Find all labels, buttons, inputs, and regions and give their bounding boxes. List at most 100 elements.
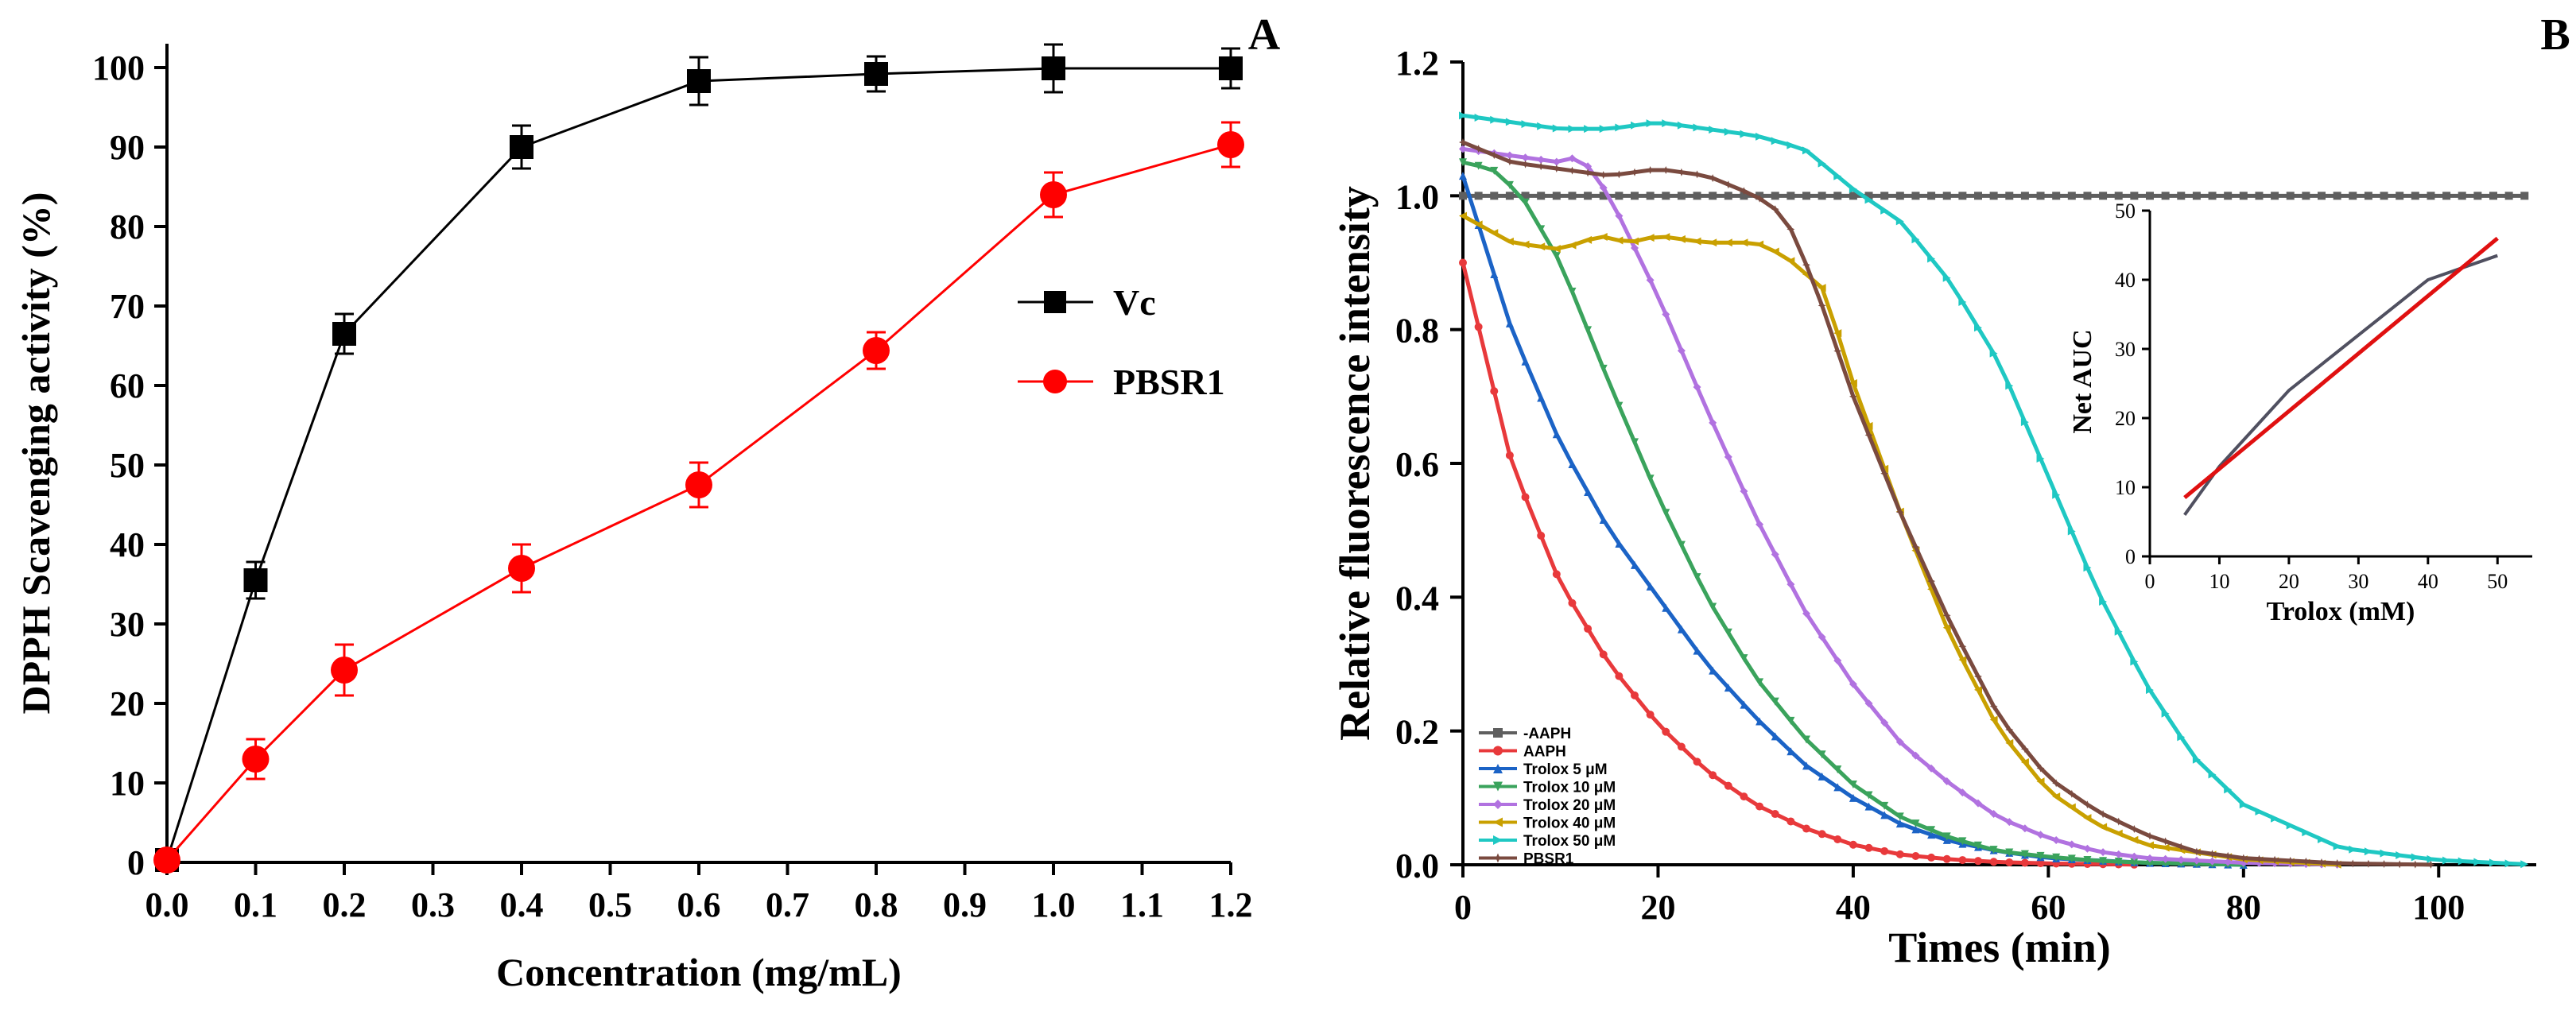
data-point-aaph — [1490, 192, 1499, 200]
data-point-pbsr1 — [1552, 164, 1561, 172]
data-point-trolox-40-m — [1833, 329, 1842, 338]
data-point-aaph — [2005, 858, 2014, 866]
data-point-pbsr1 — [2067, 789, 2076, 798]
data-point-aaph — [2271, 192, 2279, 200]
data-point-aaph — [1521, 493, 1530, 502]
data-point-pbsr1 — [1521, 160, 1530, 169]
data-point-trolox-50-m — [1505, 118, 1514, 126]
data-point-aaph — [1646, 192, 1655, 200]
data-point-trolox-40-m — [1849, 379, 1857, 387]
panel-a-x-tick-label: 0.6 — [677, 885, 721, 924]
data-point-pbsr1 — [1677, 168, 1686, 176]
data-point-pbsr1 — [508, 555, 535, 582]
data-point-trolox-40-m — [1599, 232, 1608, 241]
data-point-trolox-20-m — [1521, 153, 1530, 162]
data-point-trolox-50-m — [2349, 845, 2357, 854]
data-point-aaph — [1958, 192, 1967, 200]
data-point-aaph — [1505, 192, 1514, 200]
data-point-aaph — [1895, 192, 1904, 200]
panel-a-legend: Vc PBSR1 — [1018, 282, 1225, 402]
data-point-trolox-5-m — [1662, 603, 1670, 612]
panel-b-y-tick-label: 0.6 — [1395, 445, 1439, 484]
data-point-trolox-50-m — [1958, 297, 1967, 306]
panel-b-x-ticks: 0 20 40 60 80 100 — [1454, 865, 2465, 927]
data-point-pbsr1 — [1787, 225, 1795, 234]
data-point-aaph — [1459, 258, 1467, 267]
panel-a-y-tick-label: 10 — [110, 764, 145, 803]
data-point-trolox-40-m — [2052, 792, 2061, 801]
data-point-pbsr1 — [242, 746, 270, 773]
data-point-aaph — [1568, 599, 1577, 607]
legend-marker-pbsr1 — [1493, 853, 1503, 863]
data-point-trolox-20-m — [1802, 609, 1810, 618]
data-point-trolox-50-m — [2114, 627, 2123, 636]
data-point-aaph — [1599, 192, 1608, 200]
data-point-trolox-20-m — [1771, 550, 1779, 559]
data-point-aaph — [2318, 192, 2326, 200]
data-point-pbsr1 — [2161, 837, 2170, 846]
data-point-aaph — [1833, 192, 1842, 200]
data-point-trolox-40-m — [1755, 240, 1764, 249]
legend-pbsr1-marker — [1043, 370, 1067, 393]
data-point-vc — [510, 135, 533, 159]
data-point-pbsr1 — [1615, 170, 1624, 179]
data-point-trolox-50-m — [1787, 141, 1795, 149]
data-point-trolox-20-m — [1537, 155, 1546, 164]
data-point-trolox-10-m — [1568, 287, 1577, 296]
data-point-aaph — [1709, 771, 1717, 780]
data-point-trolox-10-m — [1474, 161, 1483, 170]
panel-a-series — [153, 43, 1244, 874]
data-point-aaph — [2302, 192, 2310, 200]
panel-a-x-tick-label: 1.0 — [1032, 885, 1076, 924]
data-point-trolox-10-m — [1505, 180, 1514, 189]
data-point-trolox-10-m — [1958, 837, 1967, 846]
data-point-pbsr1 — [2396, 860, 2404, 869]
data-point-trolox-5-m — [1459, 172, 1467, 180]
inset-background — [2153, 211, 2540, 560]
data-point-trolox-40-m — [1771, 247, 1779, 256]
data-point-trolox-50-m — [1521, 120, 1530, 129]
data-point-aaph — [1864, 192, 1873, 200]
data-point-trolox-5-m — [1911, 825, 1920, 834]
data-point-trolox-20-m — [1677, 347, 1686, 355]
data-point-pbsr1 — [153, 846, 180, 874]
data-point-trolox-50-m — [2302, 828, 2310, 837]
inset-y-tick-label: 0 — [2125, 545, 2136, 568]
data-point-pbsr1 — [1974, 672, 1982, 680]
data-point-pbsr1 — [1818, 301, 1826, 310]
series-pbsr1 — [1459, 138, 2435, 869]
data-point-trolox-5-m — [1677, 625, 1686, 633]
data-point-trolox-10-m — [1646, 475, 1655, 483]
data-point-pbsr1 — [1880, 469, 1889, 478]
data-point-aaph — [1537, 531, 1546, 540]
data-point-pbsr1 — [863, 337, 890, 364]
data-point-trolox-50-m — [1646, 119, 1655, 128]
data-point-aaph — [2192, 192, 2201, 200]
data-point-trolox-50-m — [1552, 124, 1561, 133]
panel-b-y-tick-label: 0.0 — [1395, 846, 1439, 885]
panel-b-chart: B 0 20 40 60 80 100 0.00.20.40.60.81.01.2 Tim… — [1331, 10, 2570, 971]
data-point-trolox-40-m — [1459, 211, 1467, 220]
data-point-trolox-20-m — [1818, 633, 1826, 641]
legend-label-trolox-20-m: Trolox 20 μM — [1523, 797, 1616, 814]
data-point-trolox-5-m — [1787, 747, 1795, 756]
data-point-trolox-50-m — [1864, 196, 1873, 204]
inset-series — [2183, 236, 2499, 516]
data-point-aaph — [2442, 192, 2451, 200]
inset-y-tick-label: 40 — [2115, 269, 2136, 292]
data-point-trolox-20-m — [1459, 145, 1467, 153]
data-point-trolox-20-m — [1584, 162, 1593, 171]
data-point-pbsr1 — [1989, 702, 1998, 711]
data-point-aaph — [2473, 192, 2482, 200]
panel-b-x-tick-label: 100 — [2412, 888, 2465, 927]
data-point-trolox-50-m — [2411, 853, 2419, 862]
panel-a-x-tick-label: 0.3 — [411, 885, 455, 924]
panel-a-chart: A 0.0 0.1 0.2 0.3 0.4 0.5 0.6 0.7 0.8 0.9 1.0 1.1 1.… — [14, 10, 1281, 994]
data-point-trolox-40-m — [1818, 284, 1826, 292]
data-point-trolox-40-m — [1662, 233, 1670, 242]
data-point-vc — [687, 69, 711, 93]
data-point-trolox-10-m — [1537, 225, 1546, 234]
data-point-trolox-5-m — [1833, 783, 1842, 792]
series-trolox-10-m — [1459, 158, 2248, 869]
data-point-pbsr1 — [1740, 187, 1748, 196]
